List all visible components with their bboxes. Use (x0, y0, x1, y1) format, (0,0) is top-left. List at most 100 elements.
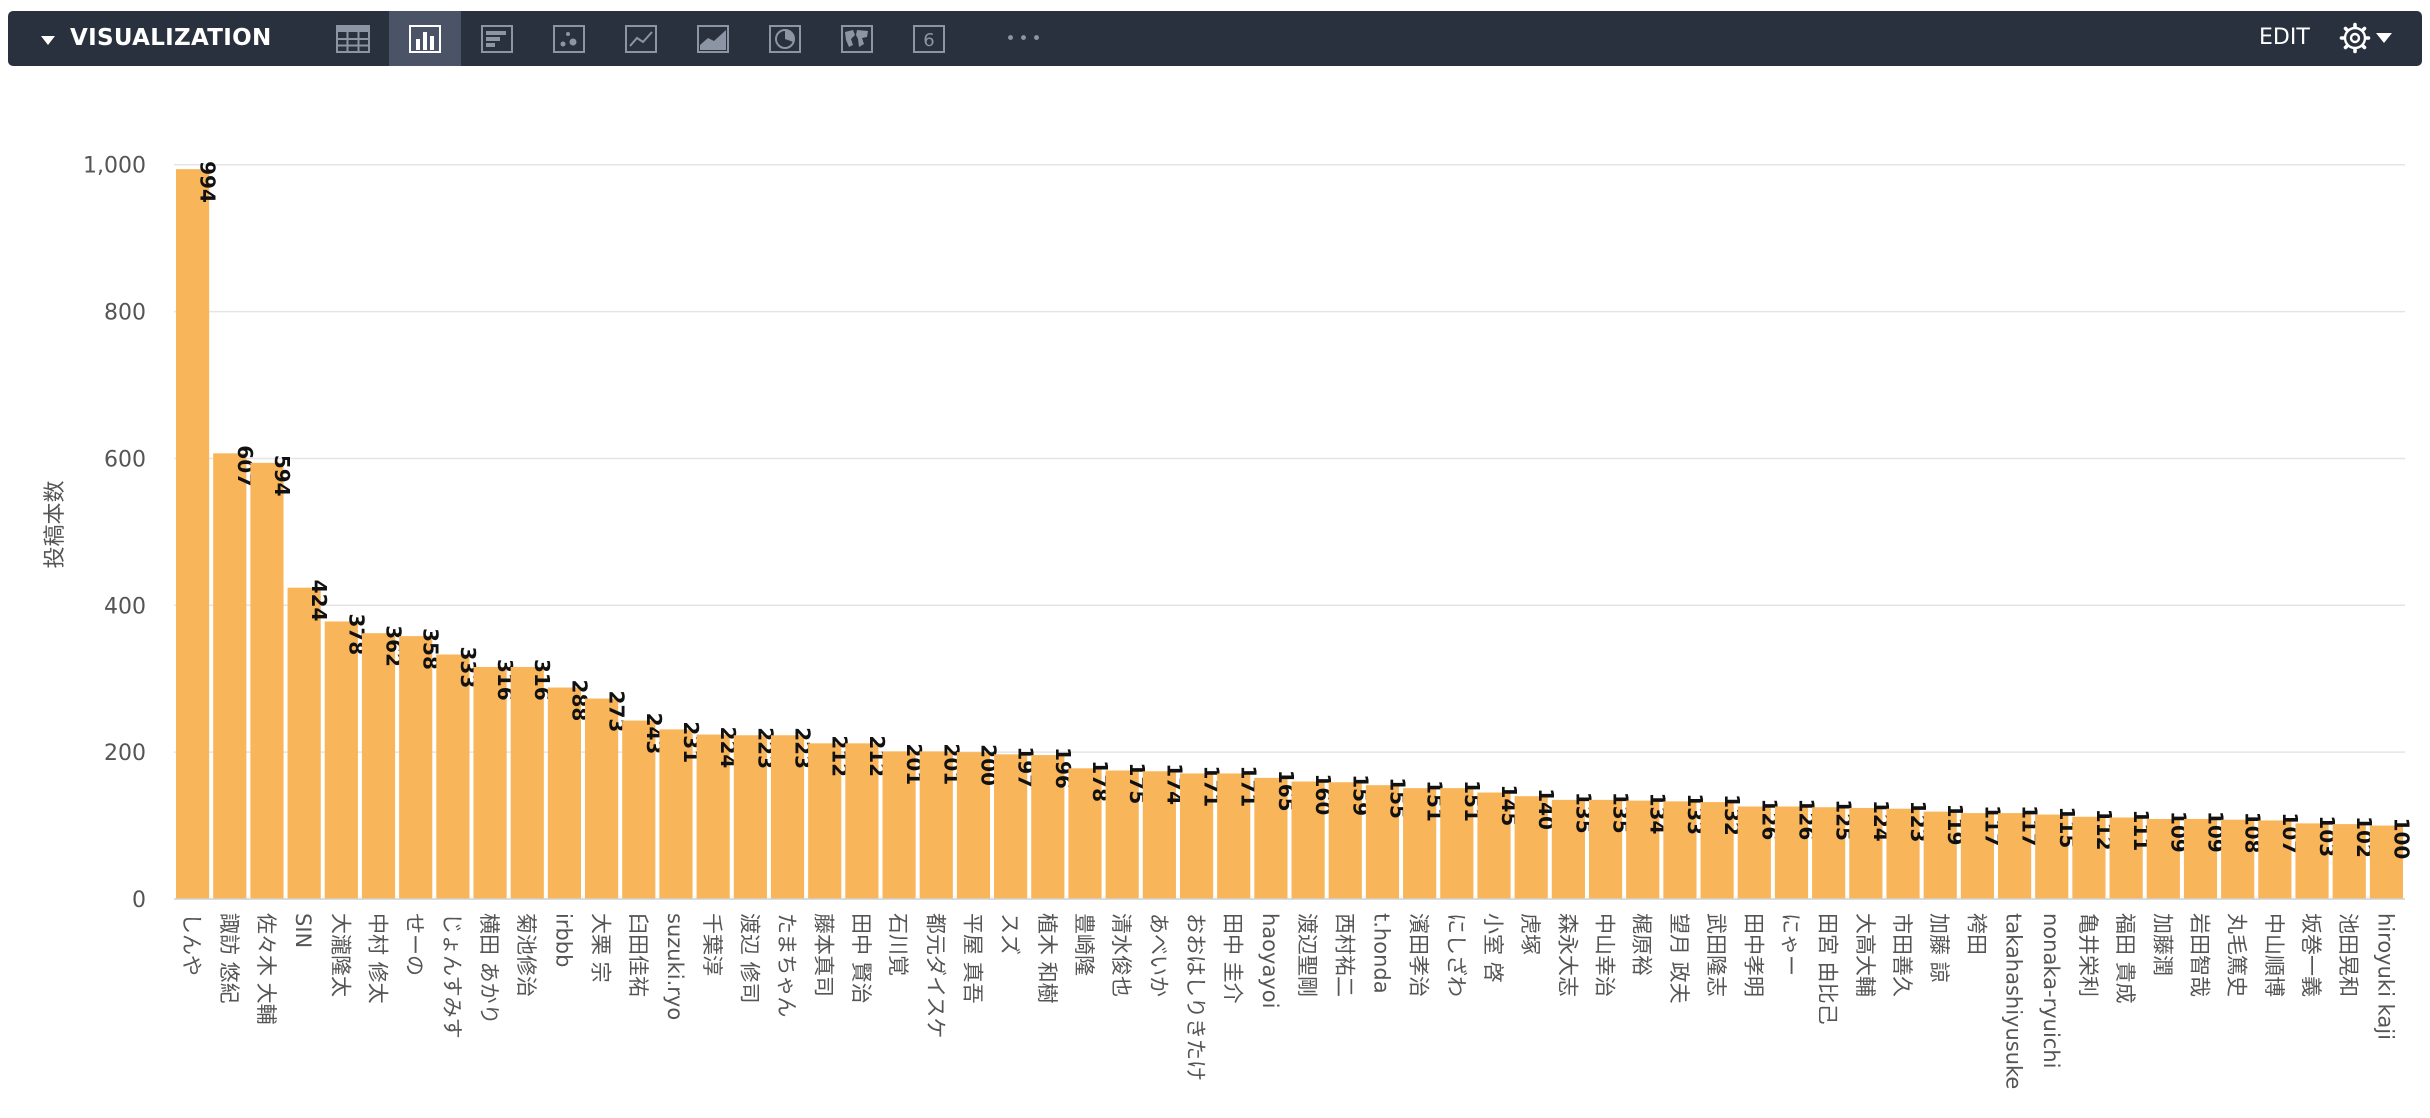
x-tick-label: 森永大志 (1555, 913, 1579, 997)
bar[interactable] (1849, 807, 1883, 899)
collapse-caret-icon[interactable] (41, 36, 55, 45)
bar[interactable] (399, 636, 433, 899)
bar[interactable] (1105, 770, 1139, 899)
bar[interactable] (2146, 818, 2180, 899)
pie-vis-button[interactable] (749, 11, 821, 66)
bar[interactable] (1886, 808, 1920, 899)
bar[interactable] (919, 751, 953, 899)
x-tick-label: 袴田 (1964, 913, 1988, 955)
edit-button[interactable]: EDIT (2259, 25, 2310, 50)
visualization-title[interactable]: VISUALIZATION (70, 25, 272, 51)
bar[interactable] (547, 687, 582, 899)
bar[interactable] (2258, 820, 2292, 899)
x-tick-label: 丸毛篤史 (2225, 913, 2249, 997)
bar[interactable] (1254, 777, 1288, 899)
bar[interactable] (1031, 755, 1065, 899)
bar[interactable] (696, 734, 730, 899)
single-value-vis-button[interactable]: 6 (893, 11, 965, 66)
x-tick-label: 大瀧隆太 (328, 913, 352, 997)
bar[interactable] (1328, 782, 1362, 899)
bar[interactable] (2072, 816, 2106, 899)
x-tick-label: 藤本真司 (812, 913, 836, 997)
x-tick-label: 植木 和樹 (1035, 913, 1059, 1004)
bar-vis-button[interactable] (461, 11, 533, 66)
bar[interactable] (845, 743, 879, 899)
bar[interactable] (585, 698, 619, 899)
settings-menu-button[interactable] (2338, 20, 2404, 56)
bar[interactable] (2035, 814, 2069, 899)
line-vis-button[interactable] (605, 11, 677, 66)
bar[interactable] (1217, 773, 1251, 899)
x-tick-label: 石川覚 (886, 913, 910, 976)
bar[interactable] (1477, 792, 1511, 899)
bar[interactable] (1551, 799, 1585, 899)
bar[interactable] (1440, 788, 1474, 899)
bar[interactable] (324, 621, 358, 899)
bar[interactable] (473, 666, 507, 899)
data-label: 424 (307, 580, 331, 622)
x-tick-label: takahashiyusuke (2002, 913, 2026, 1089)
bar[interactable] (436, 654, 470, 899)
bar[interactable] (176, 169, 210, 899)
bar[interactable] (1588, 799, 1623, 899)
bar[interactable] (1626, 800, 1660, 899)
bar[interactable] (1663, 801, 1697, 899)
map-vis-button[interactable] (821, 11, 893, 66)
bar[interactable] (2332, 824, 2366, 899)
x-tick-label: 池田晃和 (2336, 913, 2360, 997)
table-vis-button[interactable] (317, 11, 389, 66)
visualization-toolbar: VISUALIZATION (8, 11, 2422, 66)
bar[interactable] (1774, 806, 1809, 899)
x-tick-label: 大高大輔 (1853, 913, 1877, 997)
bar[interactable] (808, 743, 842, 899)
bar[interactable] (956, 752, 991, 899)
bar[interactable] (510, 666, 544, 899)
column-vis-button[interactable] (389, 11, 461, 66)
bar-chart-icon (481, 24, 513, 53)
bar[interactable] (1291, 781, 1325, 899)
bar[interactable] (2109, 817, 2143, 899)
x-tick-label: 田中 圭介 (1221, 913, 1245, 1004)
map-icon (841, 24, 873, 53)
bar[interactable] (287, 587, 321, 899)
bar[interactable] (994, 754, 1028, 899)
bar[interactable] (1737, 806, 1771, 899)
bar[interactable] (361, 633, 396, 899)
bar[interactable] (1700, 802, 1734, 899)
x-tick-label: 渡辺 修司 (737, 913, 761, 1004)
bar[interactable] (1960, 813, 1994, 899)
bar[interactable] (1142, 771, 1176, 899)
single-value-icon: 6 (913, 24, 945, 53)
bar[interactable] (1403, 788, 1437, 899)
bar[interactable] (1365, 785, 1400, 899)
bar[interactable] (213, 453, 247, 899)
bar[interactable] (1514, 796, 1548, 899)
bar[interactable] (1997, 813, 2032, 899)
bar[interactable] (659, 729, 693, 899)
bar[interactable] (2221, 819, 2255, 899)
bar[interactable] (1068, 768, 1102, 899)
bar[interactable] (622, 720, 656, 899)
x-tick-label: 虎塚 (1518, 913, 1542, 955)
scatter-vis-button[interactable] (533, 11, 605, 66)
bar[interactable] (2369, 825, 2403, 899)
bar[interactable] (882, 751, 916, 899)
pie-chart-icon (769, 24, 801, 53)
x-tick-label: 都元ダイスケ (923, 913, 947, 1038)
column-chart-icon (409, 24, 441, 53)
area-vis-button[interactable] (677, 11, 749, 66)
y-tick-label: 600 (104, 447, 146, 472)
bar[interactable] (770, 735, 805, 899)
bar[interactable] (1923, 811, 1957, 899)
x-tick-label: 亀井栄利 (2076, 913, 2100, 997)
bar[interactable] (1179, 773, 1214, 899)
x-tick-label: suzuki.ryo (663, 913, 687, 1020)
bar[interactable] (1812, 807, 1846, 899)
bar[interactable] (733, 735, 767, 899)
bar[interactable] (2183, 818, 2218, 899)
more-vis-button[interactable]: ••• (989, 11, 1061, 66)
bar[interactable] (250, 462, 284, 899)
bar[interactable] (2295, 823, 2329, 899)
x-tick-label: 田宮 由比己 (1816, 913, 1840, 1025)
